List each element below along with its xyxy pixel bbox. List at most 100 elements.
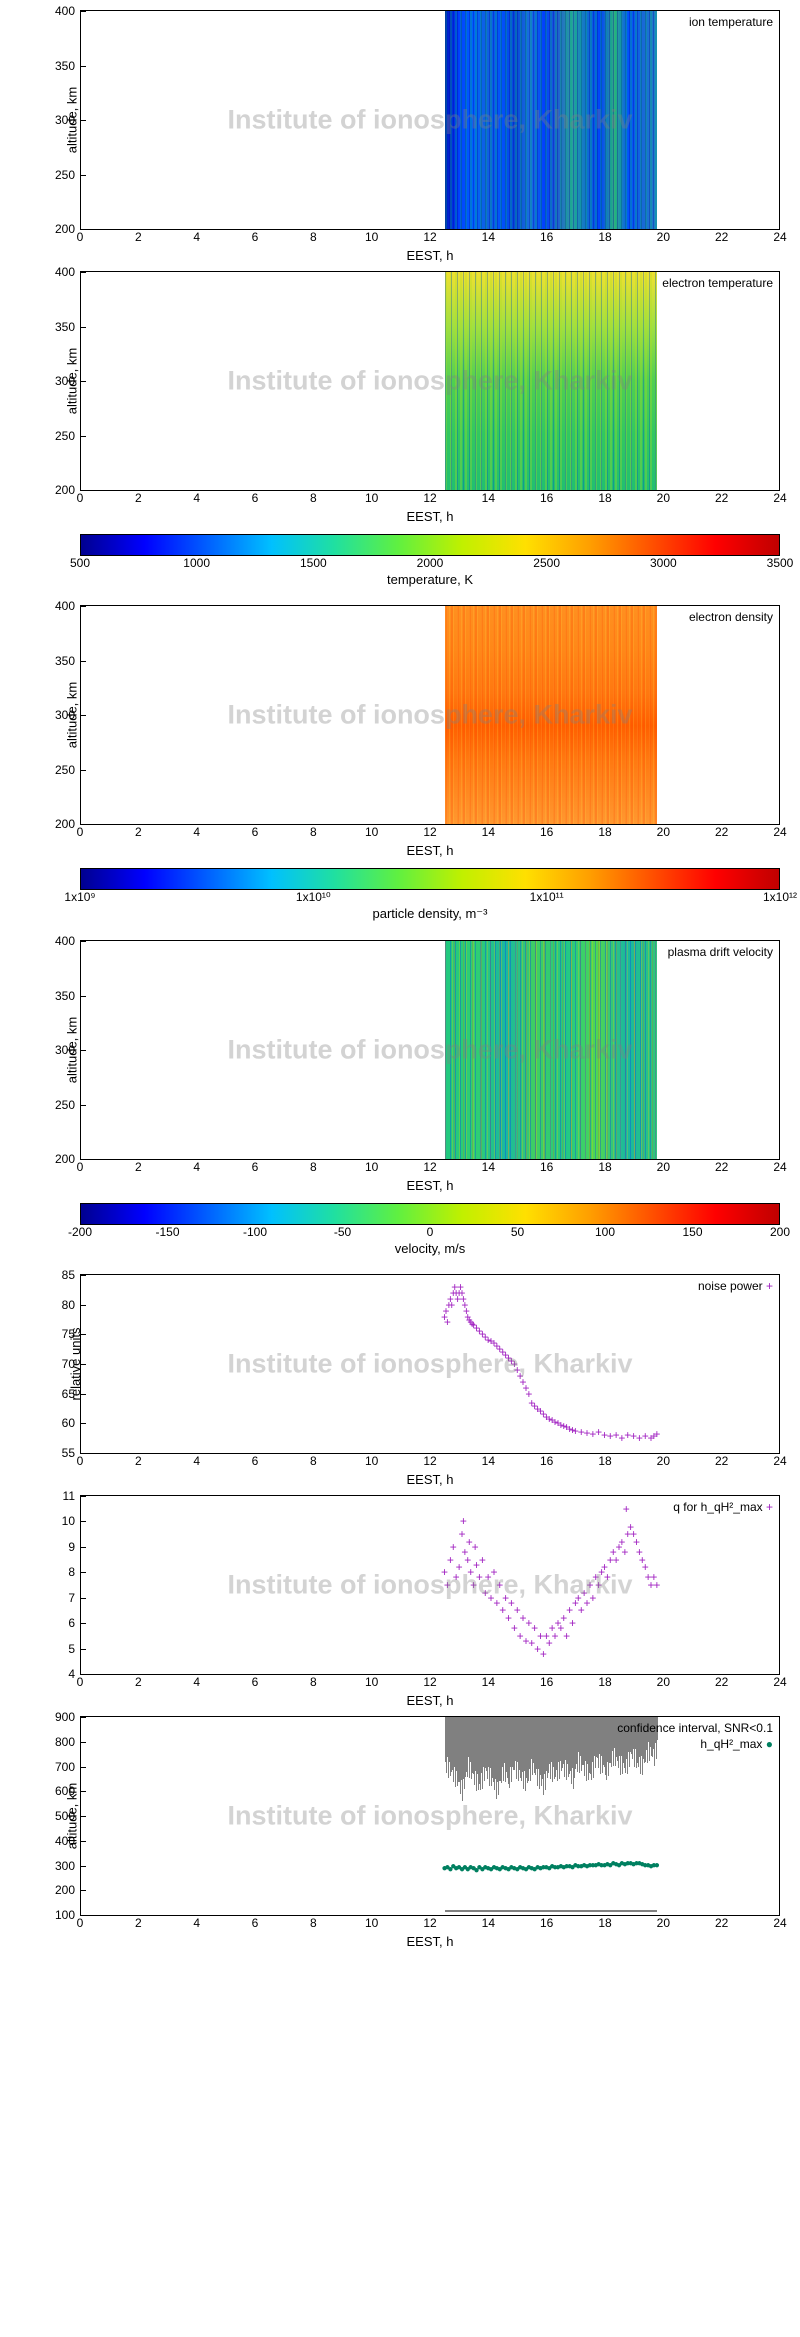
data-point: + — [528, 1637, 535, 1649]
x-tick: 4 — [193, 1160, 200, 1174]
data-point: + — [496, 1343, 503, 1355]
data-point: + — [520, 1376, 527, 1388]
data-point: + — [623, 1503, 630, 1515]
data-point: + — [546, 1637, 553, 1649]
data-point: + — [624, 1429, 631, 1441]
data-point: + — [450, 1287, 457, 1299]
data-point: + — [575, 1592, 582, 1604]
data-point: + — [621, 1546, 628, 1558]
x-tick: 0 — [77, 491, 84, 505]
data-point: + — [581, 1587, 588, 1599]
data-point: + — [454, 1293, 461, 1305]
data-point: + — [554, 1417, 561, 1429]
h-point: ● — [526, 1863, 532, 1873]
x-tick: 2 — [135, 1454, 142, 1468]
x-tick: 22 — [715, 1160, 728, 1174]
data-point: + — [476, 1325, 483, 1337]
x-tick: 10 — [365, 1454, 378, 1468]
watermark: Institute of ionosphere, Kharkiv — [227, 1570, 632, 1601]
data-point: + — [499, 1346, 506, 1358]
data-point: + — [456, 1287, 463, 1299]
h-point: ● — [552, 1863, 558, 1873]
plot-area: 200250300350400altitude, kmion temperatu… — [80, 10, 780, 230]
data-point: + — [470, 1319, 477, 1331]
data-point: + — [578, 1604, 585, 1616]
h-point: ● — [447, 1865, 453, 1875]
data-point: + — [557, 1622, 564, 1634]
x-tick: 8 — [310, 1454, 317, 1468]
colorbar-tick: 1x10⁹ — [64, 890, 95, 904]
x-tick: 12 — [423, 1160, 436, 1174]
panel-confidence: 100200300400500600700800900altitude, km●… — [10, 1716, 790, 1949]
x-tick: 18 — [598, 230, 611, 244]
y-axis-label: altitude, km — [65, 87, 80, 153]
data-point: + — [639, 1554, 646, 1566]
data-point: + — [520, 1612, 527, 1624]
h-point: ● — [511, 1864, 517, 1874]
y-tick: 9 — [68, 1540, 81, 1554]
h-point: ● — [555, 1863, 561, 1873]
data-point: + — [540, 1408, 547, 1420]
panel-title: q for h_qH²_max + — [673, 1500, 773, 1516]
data-point: + — [476, 1571, 483, 1583]
x-tick: 24 — [773, 1916, 786, 1930]
x-tick: 2 — [135, 230, 142, 244]
h-point: ● — [587, 1861, 593, 1871]
h-point: ● — [596, 1860, 602, 1870]
x-tick: 14 — [482, 491, 495, 505]
x-tick: 6 — [252, 1916, 259, 1930]
x-tick: 24 — [773, 1675, 786, 1689]
data-point: + — [569, 1617, 576, 1629]
colorbar-label: particle density, m⁻³ — [80, 906, 780, 922]
data-point: + — [511, 1622, 518, 1634]
x-tick: 0 — [77, 825, 84, 839]
data-point: + — [453, 1287, 460, 1299]
x-tick: 8 — [310, 825, 317, 839]
x-tick: 2 — [135, 491, 142, 505]
data-point: + — [604, 1571, 611, 1583]
y-tick: 85 — [62, 1268, 81, 1282]
data-point: + — [552, 1630, 559, 1642]
data-point: + — [485, 1334, 492, 1346]
x-tick: 22 — [715, 230, 728, 244]
data-point: + — [461, 1546, 468, 1558]
colorbar-tick: 100 — [595, 1225, 615, 1239]
x-tick: 12 — [423, 1916, 436, 1930]
y-tick: 6 — [68, 1616, 81, 1630]
h-point: ● — [648, 1862, 654, 1872]
x-axis-label: EEST, h — [80, 509, 780, 524]
x-tick: 16 — [540, 230, 553, 244]
data-point: + — [473, 1559, 480, 1571]
data-point: + — [458, 1287, 465, 1299]
plot-area: 200250300350400altitude, kmplasma drift … — [80, 940, 780, 1160]
h-point: ● — [604, 1860, 610, 1870]
x-tick: 2 — [135, 1916, 142, 1930]
y-tick: 10 — [62, 1514, 81, 1528]
data-point: + — [525, 1388, 532, 1400]
data-point: + — [479, 1328, 486, 1340]
watermark: Institute of ionosphere, Kharkiv — [227, 1801, 632, 1832]
data-point: + — [546, 1413, 553, 1425]
data-point: + — [469, 1318, 476, 1330]
panel-elec_temp: 200250300350400altitude, kmelectron temp… — [10, 271, 790, 524]
data-point: + — [618, 1432, 625, 1444]
y-tick: 400 — [55, 599, 81, 613]
data-point: + — [534, 1403, 541, 1415]
data-point: + — [569, 1424, 576, 1436]
h-point: ● — [465, 1865, 471, 1875]
h-point: ● — [459, 1865, 465, 1875]
h-point: ● — [619, 1859, 625, 1869]
data-point: + — [584, 1597, 591, 1609]
y-tick: 300 — [55, 1859, 81, 1873]
h-point: ● — [616, 1861, 622, 1871]
h-point: ● — [622, 1860, 628, 1870]
data-point: + — [505, 1352, 512, 1364]
x-tick: 18 — [598, 825, 611, 839]
colorbar-tick: 1500 — [300, 556, 327, 570]
colorbar — [80, 1203, 780, 1225]
data-point: + — [554, 1617, 561, 1629]
h-point: ● — [529, 1864, 535, 1874]
h-point: ● — [453, 1864, 459, 1874]
y-tick: 7 — [68, 1591, 81, 1605]
data-point: + — [549, 1414, 556, 1426]
